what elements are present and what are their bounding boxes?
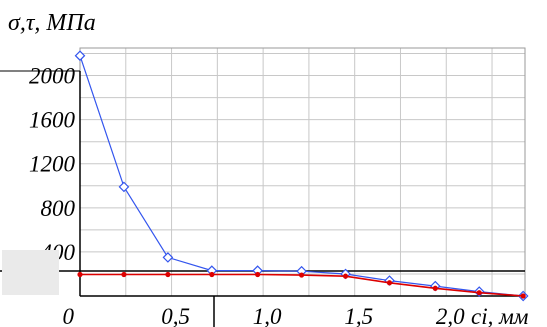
plot-frame	[79, 47, 526, 297]
x-tick-label: 1,5	[344, 304, 373, 327]
series-layer	[74, 50, 529, 302]
data-point-dot	[386, 280, 393, 286]
data-point-dot	[255, 271, 261, 278]
x-tick-label: 2,0	[436, 304, 465, 327]
legend-placeholder	[2, 250, 59, 295]
x-axis-label: сі, мм	[471, 304, 529, 327]
data-point-dot	[77, 271, 83, 278]
y-tick-label: 800	[41, 196, 76, 221]
y-tick-label: 1600	[29, 108, 76, 133]
x-tick-label: 0	[63, 304, 75, 327]
y-tick-label: 1200	[29, 152, 76, 177]
series-line-1	[79, 55, 524, 297]
data-point-dot	[432, 285, 438, 291]
data-point-dot	[121, 271, 127, 278]
data-point-diamond	[74, 50, 86, 62]
data-point-dot	[342, 273, 349, 279]
data-point-dot	[476, 290, 482, 296]
x-tick-label: 0,5	[161, 304, 190, 327]
data-point-dot	[520, 293, 526, 299]
labels: 40080012001600200000,51,01,52,0	[29, 64, 465, 327]
y-tick-label: 2000	[29, 64, 76, 89]
data-point-dot	[209, 271, 215, 278]
data-point-dot	[298, 272, 305, 278]
x-tick-label: 1,0	[253, 304, 282, 327]
grid	[79, 48, 525, 296]
series-line-2	[80, 273, 524, 297]
data-point-diamond	[162, 252, 174, 263]
chart-title: σ,τ, МПа	[8, 10, 96, 36]
data-point-dot	[165, 271, 171, 278]
data-point-diamond	[118, 181, 130, 193]
